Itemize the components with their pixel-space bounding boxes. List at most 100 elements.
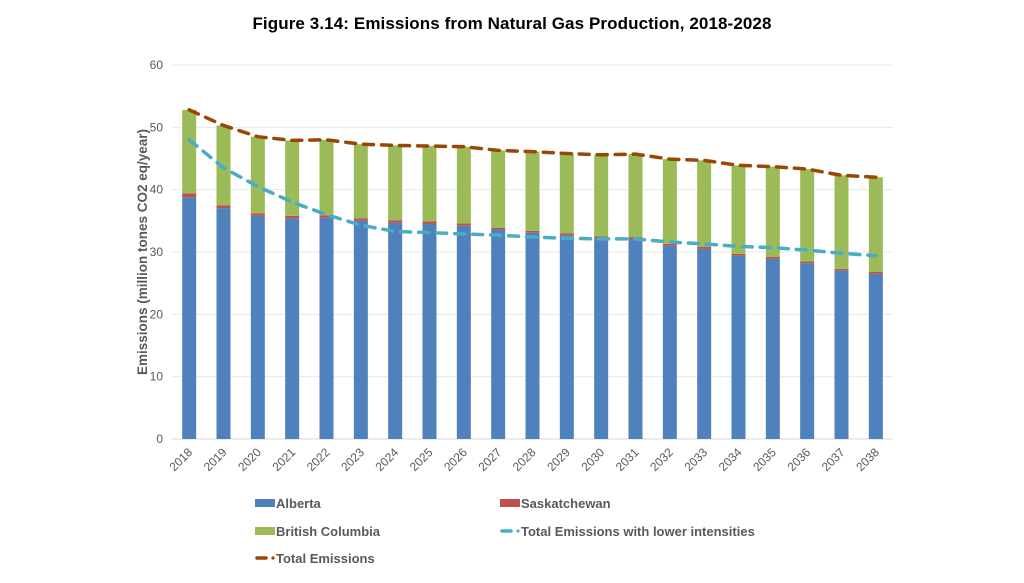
legend-swatch-dot [516,529,520,533]
bar-saskatchewan-2032 [662,243,677,246]
x-tick-label: 2022 [304,445,333,474]
x-tick-label: 2031 [613,445,642,474]
x-tick-label: 2035 [750,445,779,474]
bar-alberta-2024 [388,222,403,439]
chart-title: Figure 3.14: Emissions from Natural Gas … [252,14,772,33]
bar-saskatchewan-2022 [319,215,334,218]
bar-british-columbia-2027 [491,150,506,228]
y-tick-label: 50 [150,120,164,134]
bar-alberta-2037 [834,270,849,439]
x-tick-label: 2024 [373,445,402,474]
bar-alberta-2036 [800,263,815,439]
bar-saskatchewan-2038 [868,271,883,274]
bar-saskatchewan-2019 [216,205,231,209]
bar-saskatchewan-2027 [491,227,506,230]
legend-label: Saskatchewan [521,496,611,511]
x-tick-label: 2033 [682,445,711,474]
bar-saskatchewan-2020 [250,213,265,216]
bar-british-columbia-2032 [662,159,677,244]
legend-item-total-emissions-with-lower-intensities: Total Emissions with lower intensities [500,524,755,539]
bar-alberta-2031 [628,238,643,439]
line-total-emissions-with-lower-intensities [187,138,878,258]
bar-alberta-2030 [594,238,609,439]
bar-saskatchewan-2028 [525,230,540,233]
bar-british-columbia-2021 [285,140,300,216]
bar-alberta-2032 [662,245,677,439]
y-tick-label: 0 [156,432,163,446]
bar-british-columbia-2036 [800,169,815,262]
bar-alberta-2023 [353,220,368,439]
bar-british-columbia-2023 [353,144,368,219]
bar-british-columbia-2026 [456,146,471,224]
bar-british-columbia-2022 [319,139,334,216]
y-tick-label: 60 [150,58,164,72]
x-tick-label: 2029 [544,445,573,474]
legend-item-british-columbia: British Columbia [255,524,381,539]
bar-alberta-2038 [868,273,883,439]
bar-british-columbia-2020 [250,136,265,214]
bar-british-columbia-2025 [422,146,437,222]
bar-alberta-2035 [765,258,780,439]
y-tick-label: 40 [150,183,164,197]
bar-british-columbia-2038 [868,177,883,272]
bar-alberta-2019 [216,208,231,439]
bar-alberta-2021 [285,218,300,439]
x-tick-label: 2037 [819,445,848,474]
bar-british-columbia-2028 [525,151,540,231]
legend-swatch [255,527,275,535]
bar-saskatchewan-2018 [182,193,197,198]
legend-item-saskatchewan: Saskatchewan [500,496,611,511]
legend-item-total-emissions: Total Emissions [255,551,375,566]
bar-british-columbia-2030 [594,154,609,237]
x-tick-label: 2021 [270,445,299,474]
y-axis-label: Emissions (million tones CO2 eq/year) [135,129,150,375]
legend-label: British Columbia [276,524,381,539]
bar-alberta-2034 [731,255,746,439]
legend-swatch [255,499,275,507]
bar-alberta-2028 [525,232,540,439]
bar-saskatchewan-2023 [353,218,368,221]
lines [187,108,878,258]
x-tick-label: 2038 [853,445,882,474]
x-tick-label: 2030 [579,445,608,474]
bar-british-columbia-2019 [216,125,231,206]
bar-alberta-2033 [697,248,712,439]
x-tick-label: 2028 [510,445,539,474]
bar-alberta-2018 [182,197,197,439]
legend-swatch [500,499,520,507]
bar-british-columbia-2033 [697,160,712,248]
legend-label: Total Emissions [276,551,375,566]
bar-saskatchewan-2026 [456,223,471,226]
y-tick-label: 30 [150,245,164,259]
bar-saskatchewan-2036 [800,261,815,264]
line-total-emissions [187,108,878,179]
x-tick-label: 2020 [235,445,264,474]
x-tick-label: 2019 [201,445,230,474]
x-axis-ticks: 2018 2019 2020 2021 2022 2023 2024 2025 2026 2027… [167,445,883,474]
x-tick-label: 2023 [338,445,367,474]
bar-alberta-2027 [491,229,506,439]
y-tick-label: 20 [150,307,164,321]
legend-swatch-dot [271,556,275,560]
y-tick-label: 10 [150,370,164,384]
x-tick-label: 2025 [407,445,436,474]
bar-british-columbia-2018 [182,109,197,194]
bar-saskatchewan-2033 [697,247,712,249]
bar-alberta-2026 [456,225,471,439]
legend-label: Total Emissions with lower intensities [521,524,755,539]
bar-saskatchewan-2029 [559,233,574,236]
x-tick-label: 2026 [441,445,470,474]
bar-saskatchewan-2025 [422,221,437,224]
bar-british-columbia-2029 [559,153,574,234]
bar-british-columbia-2037 [834,175,849,269]
x-tick-label: 2036 [785,445,814,474]
x-tick-label: 2034 [716,445,745,474]
bar-alberta-2020 [250,215,265,439]
bar-saskatchewan-2034 [731,253,746,256]
bar-british-columbia-2035 [765,166,780,257]
bar-saskatchewan-2021 [285,215,300,219]
bars [182,109,883,439]
x-tick-label: 2027 [476,445,505,474]
y-axis-ticks: 0 10 20 30 40 50 60 [150,58,164,446]
